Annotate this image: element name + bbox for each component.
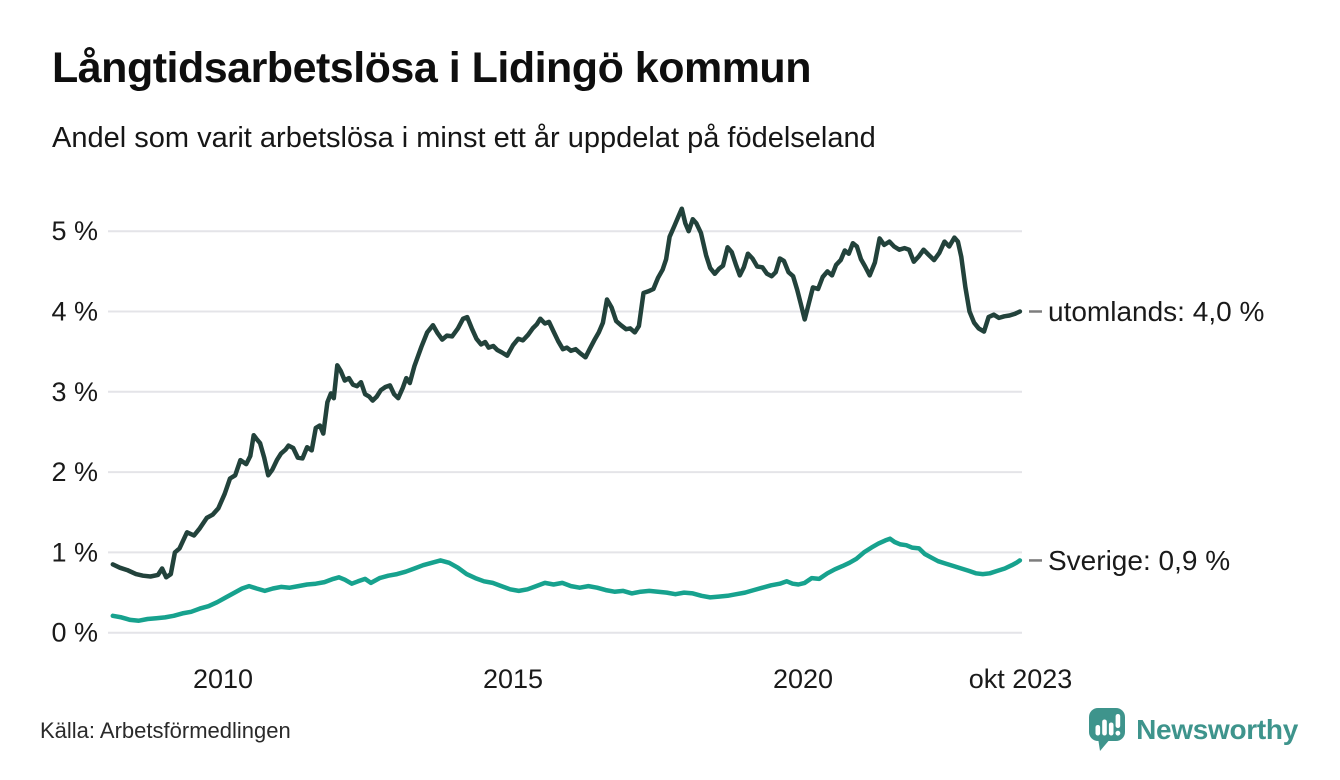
y-axis-tick-label: 5 % [51,216,98,246]
x-axis-tick-label: 2015 [483,664,543,694]
series-line-utomlands [110,206,1023,580]
page-title: Långtidsarbetslösa i Lidingö kommun [52,44,811,92]
x-axis-tick-label: 2020 [773,664,833,694]
y-axis-tick-label: 0 % [51,618,98,648]
series-line-Sverige [110,536,1023,623]
source-note: Källa: Arbetsförmedlingen [40,718,291,743]
x-axis-tick-label: 2010 [193,664,253,694]
brand-logo: Newsworthy [1087,706,1298,753]
newsworthy-icon-bars [1095,714,1121,736]
series-end-label-utomlands: utomlands: 4,0 % [1048,296,1264,327]
series-end-label-Sverige: Sverige: 0,9 % [1048,545,1230,576]
y-axis-tick-label: 4 % [51,297,98,327]
y-axis-tick-label: 2 % [51,457,98,487]
chart-subtitle: Andel som varit arbetslösa i minst ett å… [52,122,876,154]
brand-name: Newsworthy [1136,713,1298,745]
x-axis-tick-label: okt 2023 [969,664,1073,694]
newsworthy-icon [1089,708,1126,751]
y-axis-tick-label: 1 % [51,537,98,567]
y-axis-tick-label: 3 % [51,377,98,407]
